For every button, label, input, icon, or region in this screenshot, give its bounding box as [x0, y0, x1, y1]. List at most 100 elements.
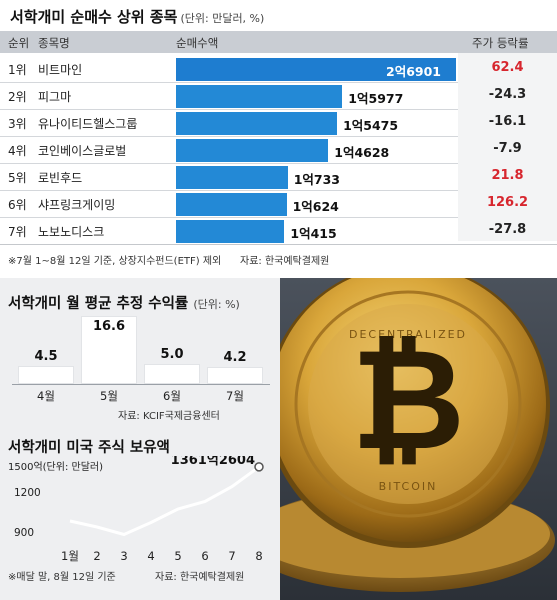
row-stock-name: 노보노디스크	[38, 225, 105, 239]
y-tick-900: 900	[14, 527, 34, 539]
row-rank: 7위	[8, 225, 27, 239]
divider	[0, 244, 557, 245]
net-buy-value: 1억4628	[334, 145, 390, 160]
monthly-return-value: 4.5	[34, 348, 58, 364]
monthly-baseline	[12, 384, 270, 385]
row-divider	[0, 217, 458, 218]
ranking-unit: (단위: 만달러, %)	[180, 12, 265, 25]
stats-panel: 서학개미 월 평균 추정 수익률 (단위: %) 4.5 4월 16.6 5월 5.0 6…	[0, 278, 280, 600]
ranking-note: ※7월 1~8월 12일 기준, 상장지수펀드(ETF) 제외	[8, 256, 222, 267]
holdings-source: 자료: 한국예탁결제원	[155, 572, 245, 583]
price-change-value: -7.9	[493, 141, 522, 156]
monthly-return-value: 4.2	[223, 349, 247, 365]
monthly-return-value: 5.0	[160, 346, 184, 362]
row-rank: 2위	[8, 90, 27, 104]
net-buy-bar	[176, 139, 329, 162]
price-change-value: 126.2	[486, 195, 529, 210]
row-stock-name: 샤프링크게이밍	[38, 198, 116, 212]
svg-text:₿: ₿	[351, 319, 465, 482]
x-tick-label: 5	[174, 549, 181, 563]
monthly-return-month: 4월	[37, 389, 55, 403]
holdings-line-chart: 1500억(단위: 만달러) 1200 900 1361억2604 1월 2 3 4 5…	[8, 456, 264, 563]
ranking-title: 서학개미 순매수 상위 종목 (단위: 만달러, %)	[10, 8, 265, 26]
net-buy-bar	[176, 166, 288, 189]
ranking-source: 자료: 한국예탁결제원	[240, 256, 330, 267]
price-change-value: 21.8	[491, 168, 524, 183]
row-divider	[0, 163, 458, 164]
row-divider	[0, 136, 458, 137]
price-change-value: -16.1	[488, 114, 527, 129]
net-buy-value: 1억415	[290, 226, 337, 241]
price-change-value: -27.8	[488, 222, 527, 237]
monthly-return-value: 16.6	[92, 319, 126, 334]
net-buy-value: 1억733	[293, 172, 340, 187]
x-tick-label: 6	[201, 549, 208, 563]
x-tick-label: 4	[147, 549, 154, 563]
monthly-return-title: 서학개미 월 평균 추정 수익률 (단위: %)	[8, 296, 240, 312]
net-buy-bar	[176, 58, 456, 81]
holdings-line	[69, 465, 260, 537]
net-buy-bar	[176, 220, 285, 243]
svg-text:BITCOIN: BITCOIN	[379, 480, 438, 493]
monthly-return-bar	[144, 363, 200, 384]
row-divider	[0, 109, 458, 110]
monthly-return-month: 6월	[163, 389, 181, 403]
holdings-note: ※매달 말, 8월 12일 기준	[8, 572, 116, 583]
table-row: 2위 피그마 1억5977 -24.3	[0, 83, 557, 110]
header-name: 종목명	[38, 36, 70, 50]
net-buy-bar	[176, 85, 343, 108]
price-change-value: -24.3	[488, 87, 527, 102]
top-ranking-section: 서학개미 순매수 상위 종목 (단위: 만달러, %) 순위 종목명 순매수액 주…	[0, 0, 557, 278]
net-buy-bar	[176, 193, 287, 216]
row-stock-name: 코인베이스글로벌	[38, 144, 127, 158]
row-rank: 6위	[8, 198, 27, 212]
monthly-return-source: 자료: KCIF국제금융센터	[118, 411, 220, 422]
y-axis-max-label: 1500억(단위: 만달러)	[8, 460, 103, 473]
net-buy-bar	[176, 112, 338, 135]
monthly-return-month: 5월	[100, 389, 118, 403]
x-tick-label: 7	[228, 549, 235, 563]
monthly-return-bar	[81, 316, 137, 384]
net-buy-value: 2억6901	[386, 64, 441, 79]
row-rank: 3위	[8, 117, 27, 131]
net-buy-value: 1억5475	[343, 118, 399, 133]
bottom-section: DECENTRALIZED BITCOIN ₿ 서학개미 월 평균 추정 수익률…	[0, 278, 557, 600]
table-header: 순위 종목명 순매수액 주가 등락률	[0, 31, 557, 53]
table-row: 5위 로빈후드 1억733 21.8	[0, 164, 557, 191]
x-tick-label: 8	[255, 549, 262, 563]
net-buy-value: 1억5977	[348, 91, 404, 106]
row-stock-name: 유나이티드헬스그룹	[38, 117, 138, 131]
row-rank: 4위	[8, 144, 27, 158]
y-tick-1200: 1200	[14, 487, 41, 499]
x-tick-label: 3	[120, 549, 127, 563]
bitcoin-icon: DECENTRALIZED BITCOIN ₿	[240, 278, 557, 600]
row-stock-name: 로빈후드	[38, 171, 83, 185]
monthly-return-bar	[207, 366, 263, 384]
holdings-end-point	[254, 462, 264, 472]
table-row: 7위 노보노디스크 1억415 -27.8	[0, 218, 557, 245]
header-change: 주가 등락률	[472, 36, 529, 50]
bitcoin-coin-image: DECENTRALIZED BITCOIN ₿	[240, 278, 557, 600]
monthly-return-bar	[18, 365, 74, 384]
net-buy-value: 1억624	[292, 199, 339, 214]
row-stock-name: 피그마	[38, 90, 72, 104]
price-change-value: 62.4	[491, 60, 524, 75]
table-row: 6위 샤프링크게이밍 1억624 126.2	[0, 191, 557, 218]
header-net-buy: 순매수액	[176, 36, 219, 50]
row-rank: 5위	[8, 171, 27, 185]
row-stock-name: 비트마인	[38, 63, 83, 77]
monthly-return-unit: (단위: %)	[193, 298, 240, 311]
header-rank: 순위	[8, 36, 30, 50]
monthly-return-month: 7월	[226, 389, 244, 403]
svg-text:DECENTRALIZED: DECENTRALIZED	[349, 328, 467, 341]
x-tick-label: 1월	[61, 549, 79, 563]
table-row: 3위 유나이티드헬스그룹 1억5475 -16.1	[0, 110, 557, 137]
holdings-title: 서학개미 미국 주식 보유액	[8, 440, 170, 456]
change-column-bg	[458, 53, 557, 241]
row-divider	[0, 82, 458, 83]
x-tick-label: 2	[93, 549, 100, 563]
table-row: 1위 비트마인 2억6901 62.4	[0, 56, 557, 83]
holdings-end-label: 1361억2604	[171, 456, 255, 468]
row-divider	[0, 190, 458, 191]
row-rank: 1위	[8, 63, 27, 77]
